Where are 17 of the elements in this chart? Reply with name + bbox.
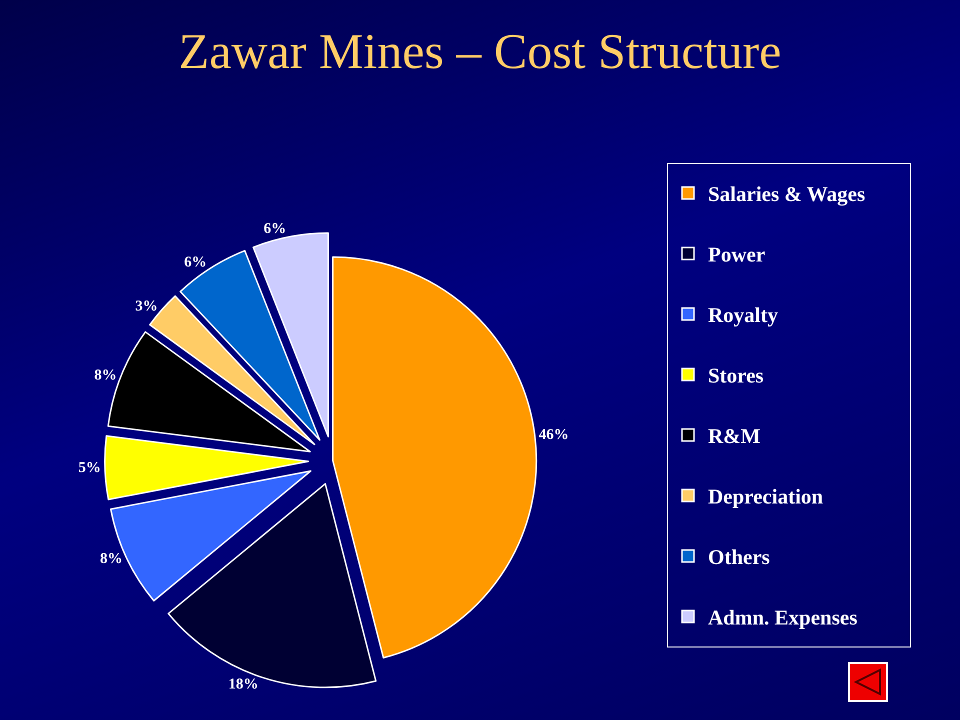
legend-label: Others bbox=[708, 545, 770, 570]
data-label: 3% bbox=[135, 298, 158, 314]
data-label: 8% bbox=[100, 551, 122, 568]
legend-label: Admn. Expenses bbox=[708, 606, 858, 630]
data-label: 8% bbox=[94, 368, 117, 384]
data-label: 18% bbox=[228, 676, 258, 693]
legend-label: R&M bbox=[708, 424, 761, 448]
legend-label: Royalty bbox=[708, 303, 778, 328]
data-label: 6% bbox=[264, 220, 286, 237]
legend-label: Salaries & Wages bbox=[708, 182, 866, 206]
legend-label: Power bbox=[708, 242, 766, 267]
data-label: 46% bbox=[538, 426, 569, 443]
chart-title: Zawar Mines – Cost Structure bbox=[178, 22, 782, 79]
data-label: 6% bbox=[184, 254, 207, 270]
data-label: 5% bbox=[78, 460, 101, 476]
legend-label: Stores bbox=[708, 364, 764, 388]
legend-label: Depreciation bbox=[708, 484, 824, 509]
